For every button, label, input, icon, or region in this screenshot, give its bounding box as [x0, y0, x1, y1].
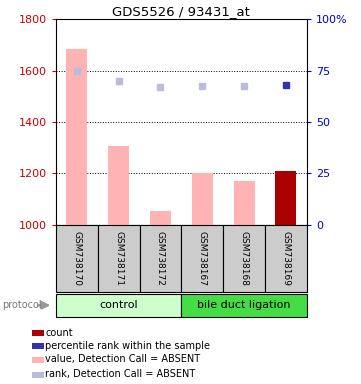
- Text: count: count: [45, 328, 73, 338]
- Text: bile duct ligation: bile duct ligation: [197, 300, 291, 310]
- Bar: [66, 49, 87, 225]
- Text: GSM738169: GSM738169: [282, 231, 291, 286]
- Bar: [265, 225, 307, 292]
- Text: percentile rank within the sample: percentile rank within the sample: [45, 341, 210, 351]
- Text: GSM738172: GSM738172: [156, 231, 165, 286]
- Text: GSM738171: GSM738171: [114, 231, 123, 286]
- Bar: [192, 173, 213, 225]
- Bar: [275, 171, 296, 225]
- Bar: [98, 225, 140, 292]
- Text: rank, Detection Call = ABSENT: rank, Detection Call = ABSENT: [45, 369, 195, 379]
- Bar: [223, 225, 265, 292]
- Bar: [56, 225, 98, 292]
- Bar: [150, 210, 171, 225]
- Bar: [108, 146, 129, 225]
- Text: value, Detection Call = ABSENT: value, Detection Call = ABSENT: [45, 354, 200, 364]
- Title: GDS5526 / 93431_at: GDS5526 / 93431_at: [113, 5, 250, 18]
- Text: GSM738168: GSM738168: [240, 231, 249, 286]
- Text: protocol: protocol: [2, 300, 42, 310]
- Text: GSM738170: GSM738170: [72, 231, 81, 286]
- Text: GSM738167: GSM738167: [198, 231, 207, 286]
- Bar: [234, 181, 255, 225]
- Bar: [32, 343, 44, 349]
- Bar: [32, 372, 44, 378]
- Bar: [32, 330, 44, 336]
- Text: control: control: [99, 300, 138, 310]
- Bar: [181, 225, 223, 292]
- Bar: [32, 357, 44, 363]
- Bar: [140, 225, 181, 292]
- Bar: [181, 294, 307, 317]
- Bar: [56, 294, 181, 317]
